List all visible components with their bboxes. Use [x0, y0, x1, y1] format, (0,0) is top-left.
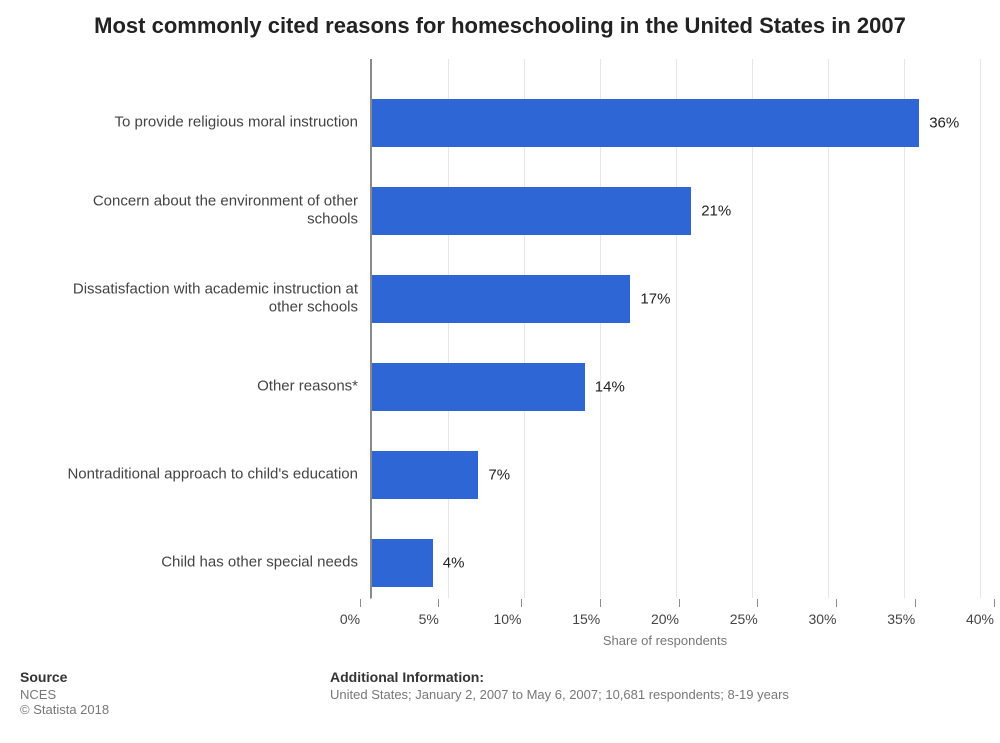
chart-footer: Source NCES © Statista 2018 Additional I…	[20, 669, 980, 717]
grid-line	[980, 59, 981, 598]
info-heading: Additional Information:	[330, 669, 980, 685]
x-tick-label: 10%	[493, 611, 521, 627]
y-axis-label: Child has other special needs	[161, 553, 358, 572]
chart-container: Most commonly cited reasons for homescho…	[0, 0, 1000, 743]
y-axis-labels: To provide religious moral instruction Co…	[20, 59, 370, 599]
chart-title: Most commonly cited reasons for homescho…	[20, 12, 980, 41]
chart-area: To provide religious moral instruction Co…	[20, 59, 980, 599]
x-tick-mark	[360, 599, 361, 607]
y-axis-label: Nontraditional approach to child's educa…	[67, 465, 358, 484]
x-tick: 5%	[429, 599, 449, 627]
x-tick: 35%	[901, 599, 929, 627]
x-tick: 25%	[744, 599, 772, 627]
x-tick: 0%	[350, 599, 370, 627]
bar	[372, 187, 691, 235]
x-tick-label: 35%	[887, 611, 915, 627]
x-tick-label: 5%	[419, 611, 439, 627]
x-tick-label: 0%	[340, 611, 360, 627]
plot-area: 36% 21% 17% 14% 7% 4%	[370, 59, 980, 599]
x-tick-mark	[438, 599, 439, 607]
x-tick-mark	[994, 599, 995, 607]
bar-value-label: 21%	[701, 202, 731, 219]
x-tick: 30%	[823, 599, 851, 627]
source-heading: Source	[20, 669, 330, 685]
bar-value-label: 7%	[488, 466, 510, 483]
bar-value-label: 4%	[443, 554, 465, 571]
x-tick-mark	[836, 599, 837, 607]
x-tick-label: 25%	[730, 611, 758, 627]
x-tick-mark	[600, 599, 601, 607]
x-tick-label: 20%	[651, 611, 679, 627]
bar-value-label: 36%	[929, 114, 959, 131]
info-text: United States; January 2, 2007 to May 6,…	[330, 687, 980, 702]
bar	[372, 275, 630, 323]
y-axis-label: To provide religious moral instruction	[115, 113, 358, 132]
bar-value-label: 14%	[595, 378, 625, 395]
x-tick-label: 40%	[966, 611, 994, 627]
x-tick-mark	[915, 599, 916, 607]
copyright-text: © Statista 2018	[20, 702, 330, 717]
x-tick-mark	[757, 599, 758, 607]
y-axis-label: Other reasons*	[257, 377, 358, 396]
footer-info-col: Additional Information: United States; J…	[330, 669, 980, 717]
bar	[372, 363, 585, 411]
bar	[372, 451, 478, 499]
bar	[372, 539, 433, 587]
x-tick: 15%	[586, 599, 614, 627]
x-tick-mark	[679, 599, 680, 607]
y-axis-label: Dissatisfaction with academic instructio…	[48, 280, 358, 318]
bar	[372, 99, 919, 147]
x-tick: 40%	[980, 599, 1000, 627]
source-name: NCES	[20, 687, 330, 702]
x-tick-mark	[521, 599, 522, 607]
bar-value-label: 17%	[640, 290, 670, 307]
x-tick-label: 15%	[572, 611, 600, 627]
x-axis-title: Share of respondents	[350, 633, 980, 648]
y-axis-label: Concern about the environment of other s…	[48, 192, 358, 230]
x-tick-label: 30%	[808, 611, 836, 627]
x-tick: 10%	[508, 599, 536, 627]
footer-source-col: Source NCES © Statista 2018	[20, 669, 330, 717]
x-tick: 20%	[665, 599, 693, 627]
